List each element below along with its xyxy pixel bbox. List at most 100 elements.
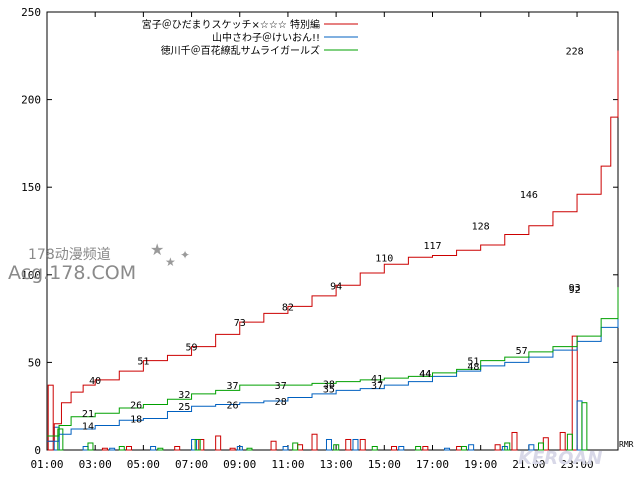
bar-red bbox=[101, 447, 108, 451]
bar-blue bbox=[576, 400, 583, 451]
bar-blue bbox=[109, 447, 116, 451]
bar-blue bbox=[398, 445, 405, 451]
bar-red bbox=[198, 438, 205, 451]
y-tick-label: 150 bbox=[21, 181, 41, 194]
x-tick-label: 21:00 bbox=[512, 458, 545, 471]
x-tick-label: 23:00 bbox=[560, 458, 593, 471]
bar-blue bbox=[191, 438, 198, 451]
bar-green bbox=[87, 442, 94, 451]
bar-red bbox=[311, 433, 318, 451]
data-label-series-3: 21 bbox=[82, 409, 94, 420]
bar-blue bbox=[236, 445, 243, 451]
data-label-series-2: 18 bbox=[130, 414, 142, 425]
bar-blue bbox=[325, 438, 332, 451]
bar-green bbox=[194, 438, 201, 451]
bar-red bbox=[297, 444, 304, 451]
data-label-series-3: 37 bbox=[226, 381, 238, 392]
watermark-url: Acg.178.COM bbox=[8, 262, 137, 284]
data-label-series-2: 14 bbox=[82, 421, 94, 432]
y-tick-label: 200 bbox=[21, 94, 41, 107]
bar-red bbox=[559, 431, 566, 451]
bar-blue bbox=[444, 447, 451, 451]
bar-red bbox=[494, 444, 501, 451]
data-label-series-3: 41 bbox=[371, 374, 383, 385]
bar-red bbox=[359, 438, 366, 451]
watermark-logo: KEROAN bbox=[518, 448, 603, 469]
data-label-series-2: 26 bbox=[226, 400, 238, 411]
bar-green bbox=[292, 442, 299, 451]
bar-green bbox=[57, 428, 64, 451]
bar-green bbox=[581, 402, 588, 451]
bar-green bbox=[537, 442, 544, 451]
bar-red bbox=[391, 445, 398, 451]
bar-green bbox=[246, 447, 253, 451]
bar-blue bbox=[82, 445, 89, 451]
bar-red bbox=[174, 445, 181, 451]
data-label-series-3: 37 bbox=[275, 381, 287, 392]
bar-red bbox=[345, 438, 352, 451]
star-icon: ★ bbox=[150, 240, 165, 259]
chart-legend: 宮子＠ひだまりスケッチ×☆☆☆ 特別編山中さわ子＠けいおん!!徳川千＠百花繚乱サ… bbox=[142, 18, 358, 57]
chart-axes: 0 50 100 150 200 250 01:00 03:00 05:00 07:00 09:00… bbox=[21, 6, 619, 471]
data-label-series-1: 128 bbox=[472, 222, 490, 233]
edge-text: RMR bbox=[619, 440, 634, 449]
y-tick-label: 0 bbox=[34, 444, 41, 457]
data-label-series-3: 32 bbox=[178, 390, 190, 401]
bar-blue bbox=[468, 444, 475, 451]
bar-red bbox=[270, 440, 277, 451]
data-label-series-1: 40 bbox=[89, 376, 101, 387]
x-tick-label: 09:00 bbox=[223, 458, 256, 471]
x-tick-label: 07:00 bbox=[175, 458, 208, 471]
watermark-chinese: 178动漫频道 bbox=[28, 247, 111, 263]
data-label-series-2: 92 bbox=[569, 285, 581, 296]
x-tick-label: 11:00 bbox=[271, 458, 304, 471]
bar-red bbox=[229, 447, 236, 451]
series-line-1 bbox=[47, 50, 619, 442]
bar-green bbox=[504, 442, 511, 451]
data-label-series-1: 228 bbox=[566, 47, 584, 58]
star-icon: ✦ bbox=[180, 248, 191, 262]
x-tick-label: 15:00 bbox=[368, 458, 401, 471]
data-label-series-1: 146 bbox=[520, 190, 538, 201]
series-line-2 bbox=[47, 292, 619, 442]
data-label-series-1: 82 bbox=[282, 302, 294, 313]
data-label-series-1: 94 bbox=[330, 281, 342, 292]
bar-green bbox=[415, 445, 422, 451]
legend-label: 徳川千＠百花繚乱サムライガールズ bbox=[161, 44, 320, 57]
bar-green bbox=[460, 445, 467, 451]
data-label-series-2: 35 bbox=[323, 385, 335, 396]
data-label-series-2: 25 bbox=[178, 402, 190, 413]
data-label-series-2: 28 bbox=[275, 397, 287, 408]
data-label-series-3: 44 bbox=[419, 369, 431, 380]
plot-frame bbox=[46, 11, 619, 451]
x-tick-label: 13:00 bbox=[320, 458, 353, 471]
bar-blue bbox=[282, 445, 289, 451]
y-tick-label: 250 bbox=[21, 6, 41, 19]
x-tick-label: 03:00 bbox=[79, 458, 112, 471]
data-label-series-3: 93 bbox=[569, 283, 581, 294]
bar-green bbox=[566, 433, 573, 451]
legend-label: 山中さわ子＠けいおん!! bbox=[212, 31, 320, 44]
data-label-series-3: 38 bbox=[323, 379, 335, 390]
bar-red bbox=[456, 445, 463, 451]
x-tick-label: 05:00 bbox=[127, 458, 160, 471]
legend-label: 宮子＠ひだまりスケッチ×☆☆☆ 特別編 bbox=[142, 18, 320, 31]
x-tick-label: 01:00 bbox=[30, 458, 63, 471]
bar-green bbox=[118, 445, 125, 451]
bar-green bbox=[371, 445, 378, 451]
y-tick-label: 50 bbox=[28, 356, 41, 369]
bar-blue bbox=[53, 426, 60, 451]
bar-red bbox=[511, 431, 518, 451]
y-tick-label: 100 bbox=[21, 269, 41, 282]
chart-bars bbox=[47, 335, 588, 451]
bar-blue bbox=[528, 444, 535, 451]
x-tick-label: 19:00 bbox=[464, 458, 497, 471]
bar-red bbox=[571, 335, 578, 451]
data-label-series-3: 51 bbox=[467, 357, 479, 368]
bar-green bbox=[333, 444, 340, 451]
data-label-series-1: 51 bbox=[137, 357, 149, 368]
data-label-series-1: 117 bbox=[423, 241, 441, 252]
data-label-series-3: 26 bbox=[130, 400, 142, 411]
